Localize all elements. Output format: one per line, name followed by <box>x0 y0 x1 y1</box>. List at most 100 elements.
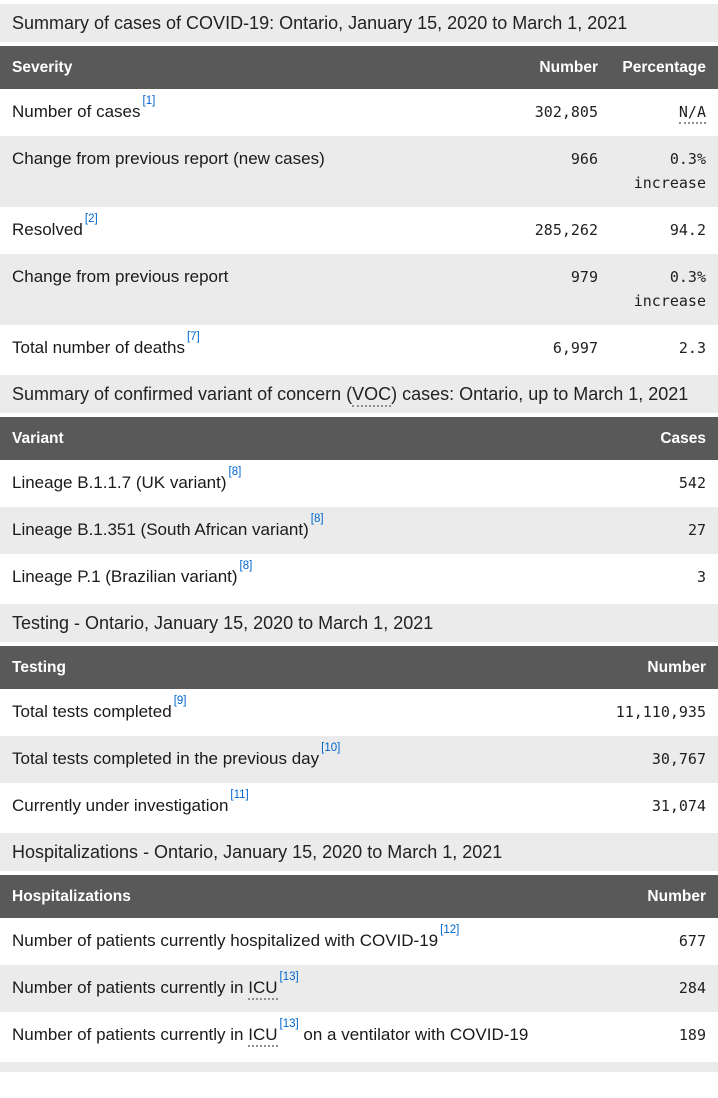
column-header-number: Number <box>568 646 718 689</box>
abbr-icu: ICU <box>248 978 278 1000</box>
footnote-sup: [11] <box>230 789 249 802</box>
caption-voc-text-pre: Summary of confirmed variant of concern … <box>12 384 353 404</box>
table-header-row: Testing Number <box>0 646 718 689</box>
row-label-cell: Number of patients currently hospitalize… <box>0 918 568 965</box>
footnote-sup: [8] <box>310 513 324 526</box>
column-header-severity: Severity <box>0 46 498 89</box>
footnote-sup: [9] <box>173 695 187 708</box>
number-cell: 302,805 <box>534 103 598 121</box>
table-row: Total tests completed in the previous da… <box>0 736 718 783</box>
footnote-link[interactable]: [7] <box>186 331 200 344</box>
footnote-link[interactable]: [8] <box>310 513 324 526</box>
table-row: Number of patients currently in ICU[13] … <box>0 1012 718 1059</box>
number-cell: 30,767 <box>651 750 706 768</box>
percentage-cell: 0.3% increase <box>633 268 706 310</box>
row-label: Change from previous report <box>12 267 229 286</box>
number-cell: 284 <box>678 979 706 997</box>
footnote-sup: [8] <box>228 466 242 479</box>
number-cell: 6,997 <box>552 339 598 357</box>
number-cell: 31,074 <box>651 797 706 815</box>
row-label: Number of patients currently in <box>12 978 249 997</box>
column-header-testing: Testing <box>0 646 568 689</box>
row-label-cell: Change from previous report (new cases) <box>0 136 498 207</box>
table-row: Resolved[2] 285,262 94.2 <box>0 207 718 254</box>
row-label-cell: Change from previous report <box>0 254 498 325</box>
number-cell: 677 <box>678 932 706 950</box>
row-label-cell: Number of cases[1] <box>0 89 498 136</box>
row-label: Lineage B.1.1.7 (UK variant) <box>12 473 227 492</box>
number-cell: 979 <box>570 268 598 286</box>
column-header-hospitalizations: Hospitalizations <box>0 875 568 918</box>
caption-hospitalizations: Hospitalizations - Ontario, January 15, … <box>0 833 718 871</box>
footnote-link[interactable]: [2] <box>84 213 98 226</box>
footnote-sup: [8] <box>239 560 253 573</box>
percentage-cell: 94.2 <box>669 221 706 239</box>
caption-voc-text-post: ) cases: Ontario, up to March 1, 2021 <box>391 384 689 404</box>
table-row: Lineage B.1.1.7 (UK variant)[8] 542 <box>0 460 718 507</box>
row-label-cell: Number of patients currently in ICU[13] … <box>0 1012 568 1059</box>
testing-table: Testing Number Total tests completed[9] … <box>0 646 718 830</box>
table-row: Number of patients currently in ICU[13] … <box>0 965 718 1012</box>
cases-severity-table: Severity Number Percentage Number of cas… <box>0 46 718 372</box>
table-header-row: Severity Number Percentage <box>0 46 718 89</box>
table-row: Change from previous report 979 0.3% inc… <box>0 254 718 325</box>
footnote-sup: [13] <box>279 1018 299 1031</box>
footnote-link[interactable]: [12] <box>440 924 460 937</box>
hospitalizations-table: Hospitalizations Number Number of patien… <box>0 875 718 1059</box>
footnote-link[interactable]: [13] <box>279 971 299 984</box>
footnote-link[interactable]: [1] <box>142 95 156 108</box>
number-cell: 542 <box>678 474 706 492</box>
abbr-icu: ICU <box>248 1025 278 1047</box>
row-label: Number of patients currently in <box>12 1025 249 1044</box>
number-cell: 3 <box>696 568 706 586</box>
caption-voc-summary: Summary of confirmed variant of concern … <box>0 375 718 413</box>
row-label: Number of patients currently hospitalize… <box>12 931 439 950</box>
row-label: Lineage P.1 (Brazilian variant) <box>12 567 238 586</box>
column-header-percentage: Percentage <box>610 46 718 89</box>
abbr-voc: VOC <box>352 384 392 407</box>
footnote-sup: [1] <box>142 95 156 108</box>
footnote-link[interactable]: [13] <box>279 1018 299 1031</box>
footnote-link[interactable]: [8] <box>239 560 253 573</box>
table-row: Number of patients currently hospitalize… <box>0 918 718 965</box>
row-label: Total tests completed <box>12 702 172 721</box>
caption-testing: Testing - Ontario, January 15, 2020 to M… <box>0 604 718 642</box>
row-label: Total number of deaths <box>12 338 185 357</box>
row-label: Currently under investigation <box>12 796 229 815</box>
column-header-number: Number <box>498 46 610 89</box>
footnote-sup: [7] <box>186 331 200 344</box>
table-row: Total tests completed[9] 11,110,935 <box>0 689 718 736</box>
footnote-sup: [12] <box>440 924 460 937</box>
next-section-caption-cutoff <box>0 1062 718 1072</box>
row-label: Lineage B.1.351 (South African variant) <box>12 520 309 539</box>
percentage-cell: N/A <box>610 89 718 136</box>
row-label: Change from previous report (new cases) <box>12 149 325 168</box>
table-row: Lineage B.1.351 (South African variant)[… <box>0 507 718 554</box>
footnote-link[interactable]: [9] <box>173 695 187 708</box>
row-label-cell: Lineage B.1.1.7 (UK variant)[8] <box>0 460 568 507</box>
row-label-cell: Total number of deaths[7] <box>0 325 498 372</box>
table-row: Total number of deaths[7] 6,997 2.3 <box>0 325 718 372</box>
row-label-cell: Lineage B.1.351 (South African variant)[… <box>0 507 568 554</box>
number-cell: 11,110,935 <box>615 703 706 721</box>
number-cell: 966 <box>570 150 598 168</box>
caption-testing-text: Testing - Ontario, January 15, 2020 to M… <box>12 613 434 633</box>
row-label-cell: Resolved[2] <box>0 207 498 254</box>
percentage-cell: 0.3% increase <box>633 150 706 192</box>
table-row: Number of cases[1] 302,805 N/A <box>0 89 718 136</box>
caption-hospitalizations-text: Hospitalizations - Ontario, January 15, … <box>12 842 503 862</box>
caption-cases-text: Summary of cases of COVID-19: Ontario, J… <box>12 13 628 33</box>
footnote-sup: [2] <box>84 213 98 226</box>
row-label-cell: Total tests completed in the previous da… <box>0 736 568 783</box>
row-label: Number of cases <box>12 102 141 121</box>
footnote-link[interactable]: [10] <box>321 742 341 755</box>
table-header-row: Hospitalizations Number <box>0 875 718 918</box>
number-cell: 189 <box>678 1026 706 1044</box>
table-header-row: Variant Cases <box>0 417 718 460</box>
footnote-link[interactable]: [8] <box>228 466 242 479</box>
number-cell: 285,262 <box>534 221 598 239</box>
row-label-cell: Total tests completed[9] <box>0 689 568 736</box>
footnote-link[interactable]: [11] <box>230 789 249 802</box>
row-label-cell: Number of patients currently in ICU[13] <box>0 965 568 1012</box>
abbr-na: N/A <box>678 103 706 124</box>
